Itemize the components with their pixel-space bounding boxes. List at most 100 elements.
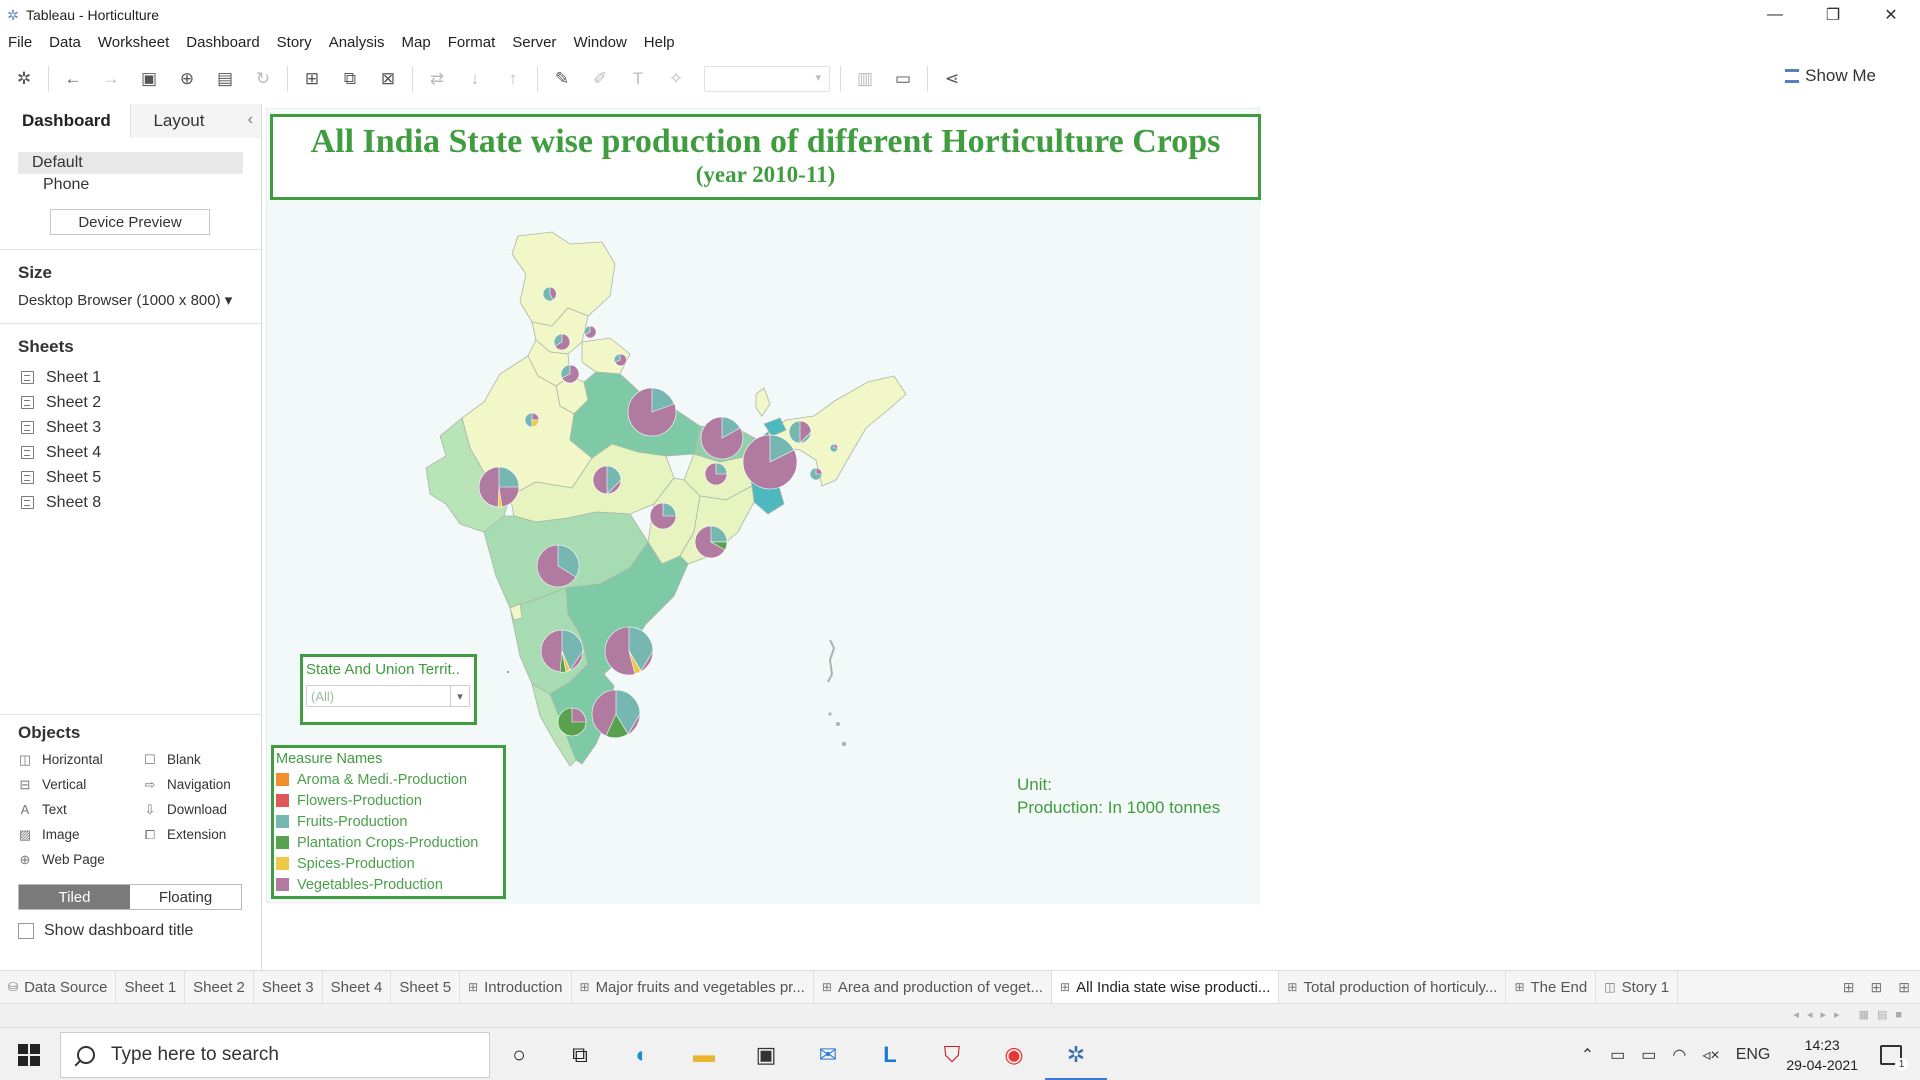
close-button[interactable]: ✕ xyxy=(1884,7,1898,24)
save-icon[interactable]: ▣ xyxy=(140,69,158,88)
legend-item[interactable]: Spices-Production xyxy=(276,853,503,874)
tableau-home-icon[interactable]: ✲ xyxy=(16,69,32,88)
tab-introduction[interactable]: ⊞ Introduction xyxy=(460,970,572,1004)
new-worksheet-icon[interactable]: ⊞ xyxy=(304,69,320,88)
tab-dashboard[interactable]: Dashboard xyxy=(0,104,131,138)
show-title-checkbox[interactable] xyxy=(18,923,34,939)
lync-icon[interactable]: L xyxy=(883,1042,897,1067)
sheet-item[interactable]: Sheet 3 xyxy=(0,415,261,440)
windows-start-icon[interactable] xyxy=(18,1044,40,1066)
meet-now-icon[interactable]: ▭ xyxy=(1610,1046,1626,1064)
new-story-icon[interactable]: ⊞ xyxy=(1898,979,1910,995)
tab-area-production[interactable]: ⊞ Area and production of veget... xyxy=(814,970,1053,1004)
undo-icon[interactable]: ← xyxy=(64,69,82,88)
tab-sheet-2[interactable]: Sheet 2 xyxy=(185,970,254,1004)
highlight-icon[interactable]: ✎ xyxy=(554,69,570,88)
sheet-item[interactable]: Sheet 5 xyxy=(0,465,261,490)
redo-icon[interactable]: → xyxy=(102,69,120,88)
notification-center-icon[interactable]: 1 xyxy=(1880,1044,1908,1071)
taskbar-search[interactable]: Type here to search xyxy=(60,1032,490,1078)
object-image[interactable]: ▨ Image xyxy=(18,826,143,843)
tab-sheet-1[interactable]: Sheet 1 xyxy=(116,970,186,1004)
pause-updates-icon[interactable]: ▤ xyxy=(216,69,234,88)
device-phone[interactable]: Phone xyxy=(43,176,90,193)
object-blank[interactable]: ☐ Blank xyxy=(143,751,268,768)
menu-server[interactable]: Server xyxy=(512,33,557,51)
object-extension[interactable]: ⧠ Extension xyxy=(143,826,268,843)
task-view-icon[interactable]: ⧉ xyxy=(572,1042,588,1067)
wifi-icon[interactable]: ◠ xyxy=(1672,1046,1687,1064)
collapse-pane-icon[interactable]: ‹ xyxy=(247,111,253,128)
show-me-button[interactable]: Show Me xyxy=(1785,66,1876,86)
battery-icon[interactable]: ▭ xyxy=(1641,1046,1657,1064)
tab-the-end[interactable]: ⊞ The End xyxy=(1506,970,1597,1004)
clear-sheet-icon[interactable]: ⊠ xyxy=(380,69,396,88)
view-controls-icon[interactable]: ◂◂▸▸ ▦▤■ xyxy=(1793,1009,1910,1021)
object-navigation[interactable]: ⇨ Navigation xyxy=(143,776,268,793)
duplicate-sheet-icon[interactable]: ⧉ xyxy=(343,69,357,88)
share-icon[interactable]: ⋖ xyxy=(944,69,960,88)
legend-item[interactable]: Flowers-Production xyxy=(276,790,503,811)
clock[interactable]: 14:23 29-04-2021 xyxy=(1786,1035,1858,1075)
menu-worksheet[interactable]: Worksheet xyxy=(97,33,170,51)
tab-data-source[interactable]: ⛁ Data Source xyxy=(0,970,117,1004)
refresh-icon[interactable]: ↻ xyxy=(255,69,271,88)
state-filter-dropdown[interactable]: (All) xyxy=(306,685,470,707)
menu-dashboard[interactable]: Dashboard xyxy=(186,33,260,51)
sort-ascending-icon[interactable]: ↓ xyxy=(470,69,480,88)
swap-axes-icon[interactable]: ⇄ xyxy=(429,69,445,88)
edge-icon[interactable]: ◐ xyxy=(635,1042,649,1067)
floating-button[interactable]: Floating xyxy=(130,885,241,909)
tableau-icon[interactable]: ✲ xyxy=(1045,1034,1107,1080)
object-text[interactable]: A Text xyxy=(18,801,143,818)
tab-sheet-4[interactable]: Sheet 4 xyxy=(323,970,392,1004)
show-hidden-icons-icon[interactable]: ⌃ xyxy=(1580,1046,1595,1064)
show-mark-labels-icon[interactable]: T xyxy=(632,69,644,88)
sort-descending-icon[interactable]: ↑ xyxy=(508,69,518,88)
new-worksheet-icon[interactable]: ⊞ xyxy=(1842,979,1855,995)
restore-button[interactable]: ❐ xyxy=(1825,7,1841,24)
volume-mute-icon[interactable]: ◃× xyxy=(1702,1046,1720,1064)
pin-axes-icon[interactable]: ✧ xyxy=(668,69,684,88)
object-web-page[interactable]: ⊕ Web Page xyxy=(18,851,143,868)
menu-window[interactable]: Window xyxy=(573,33,627,51)
menu-help[interactable]: Help xyxy=(643,33,675,51)
tab-all-india[interactable]: ⊞ All India state wise producti... xyxy=(1052,970,1280,1004)
menu-map[interactable]: Map xyxy=(401,33,431,51)
tab-total-production[interactable]: ⊞ Total production of horticuly... xyxy=(1279,970,1507,1004)
legend-item[interactable]: Vegetables-Production xyxy=(276,874,503,895)
presentation-mode-icon[interactable]: ▭ xyxy=(894,69,912,88)
object-vertical[interactable]: ⊟ Vertical xyxy=(18,776,143,793)
object-download[interactable]: ⇩ Download xyxy=(143,801,268,818)
new-data-source-icon[interactable]: ⊕ xyxy=(179,69,195,88)
tab-sheet-3[interactable]: Sheet 3 xyxy=(254,970,323,1004)
new-dashboard-icon[interactable]: ⊞ xyxy=(1870,979,1883,995)
menu-format[interactable]: Format xyxy=(447,33,496,51)
menu-file[interactable]: File xyxy=(8,33,33,51)
show-dashboard-title-option[interactable]: Show dashboard title xyxy=(18,922,262,940)
tiled-button[interactable]: Tiled xyxy=(19,885,130,909)
sheet-item[interactable]: Sheet 2 xyxy=(0,390,261,415)
cortana-icon[interactable]: ○ xyxy=(512,1042,526,1067)
tab-layout[interactable]: Layout xyxy=(130,104,261,138)
legend-item[interactable]: Aroma & Medi.-Production xyxy=(276,769,503,790)
menu-analysis[interactable]: Analysis xyxy=(328,33,385,51)
device-preview-button[interactable]: Device Preview xyxy=(50,209,210,235)
fit-dropdown[interactable] xyxy=(704,66,830,92)
legend-item[interactable]: Fruits-Production xyxy=(276,811,503,832)
mail-icon[interactable]: ✉ xyxy=(818,1042,838,1067)
group-members-icon[interactable]: ✐ xyxy=(592,69,608,88)
sheet-item[interactable]: Sheet 1 xyxy=(0,365,261,390)
sheet-item[interactable]: Sheet 8 xyxy=(0,490,261,515)
tab-story-1[interactable]: ◫ Story 1 xyxy=(1596,970,1679,1004)
size-dropdown[interactable]: Desktop Browser (1000 x 800) ▾ xyxy=(18,292,233,309)
sheet-item[interactable]: Sheet 4 xyxy=(0,440,261,465)
chrome-icon[interactable]: ◉ xyxy=(1004,1042,1024,1067)
store-icon[interactable]: ▣ xyxy=(755,1042,777,1067)
tab-major-fruits[interactable]: ⊞ Major fruits and vegetables pr... xyxy=(572,970,814,1004)
menu-story[interactable]: Story xyxy=(276,33,312,51)
language-indicator[interactable]: ENG xyxy=(1735,1045,1771,1063)
file-explorer-icon[interactable]: ▬ xyxy=(693,1042,715,1067)
minimize-button[interactable]: — xyxy=(1767,6,1783,23)
show-cards-icon[interactable]: ▥ xyxy=(856,69,874,88)
